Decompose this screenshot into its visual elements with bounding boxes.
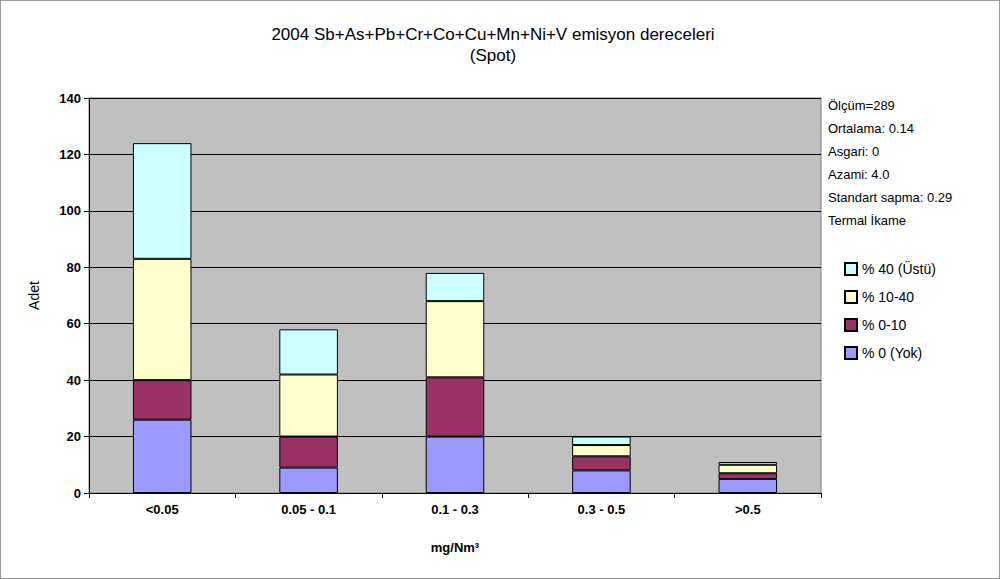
svg-text:120: 120 (59, 147, 81, 162)
svg-text:2004 Sb+As+Pb+Cr+Co+Cu+Mn+Ni+V: 2004 Sb+As+Pb+Cr+Co+Cu+Mn+Ni+V emisyon d… (271, 25, 714, 44)
svg-text:0.1 - 0.3: 0.1 - 0.3 (431, 502, 479, 517)
svg-text:<0.05: <0.05 (146, 502, 179, 517)
svg-text:Ortalama: 0.14: Ortalama: 0.14 (828, 121, 914, 136)
svg-text:mg/Nm³: mg/Nm³ (431, 540, 480, 555)
svg-text:(Spot): (Spot) (470, 46, 516, 65)
svg-text:0.3 - 0.5: 0.3 - 0.5 (578, 502, 626, 517)
svg-text:40: 40 (67, 373, 81, 388)
svg-text:100: 100 (59, 203, 81, 218)
svg-text:Ölçüm=289: Ölçüm=289 (828, 98, 895, 113)
svg-text:% 0 (Yok): % 0 (Yok) (862, 345, 922, 361)
svg-text:% 0-10: % 0-10 (862, 317, 907, 333)
svg-text:80: 80 (67, 260, 81, 275)
svg-text:0.05 - 0.1: 0.05 - 0.1 (281, 502, 336, 517)
svg-text:% 40 (Üstü): % 40 (Üstü) (862, 260, 936, 277)
svg-text:140: 140 (59, 91, 81, 106)
svg-text:Adet: Adet (26, 281, 42, 310)
svg-text:Termal İkame: Termal İkame (828, 213, 906, 228)
svg-text:60: 60 (67, 316, 81, 331)
svg-text:0: 0 (74, 486, 81, 501)
svg-text:>0.5: >0.5 (735, 502, 761, 517)
svg-text:Asgari: 0: Asgari: 0 (828, 144, 879, 159)
svg-text:% 10-40: % 10-40 (862, 289, 914, 305)
svg-text:20: 20 (67, 429, 81, 444)
svg-text:Standart sapma: 0.29: Standart sapma: 0.29 (828, 190, 952, 205)
svg-text:Azami: 4.0: Azami: 4.0 (828, 167, 889, 182)
